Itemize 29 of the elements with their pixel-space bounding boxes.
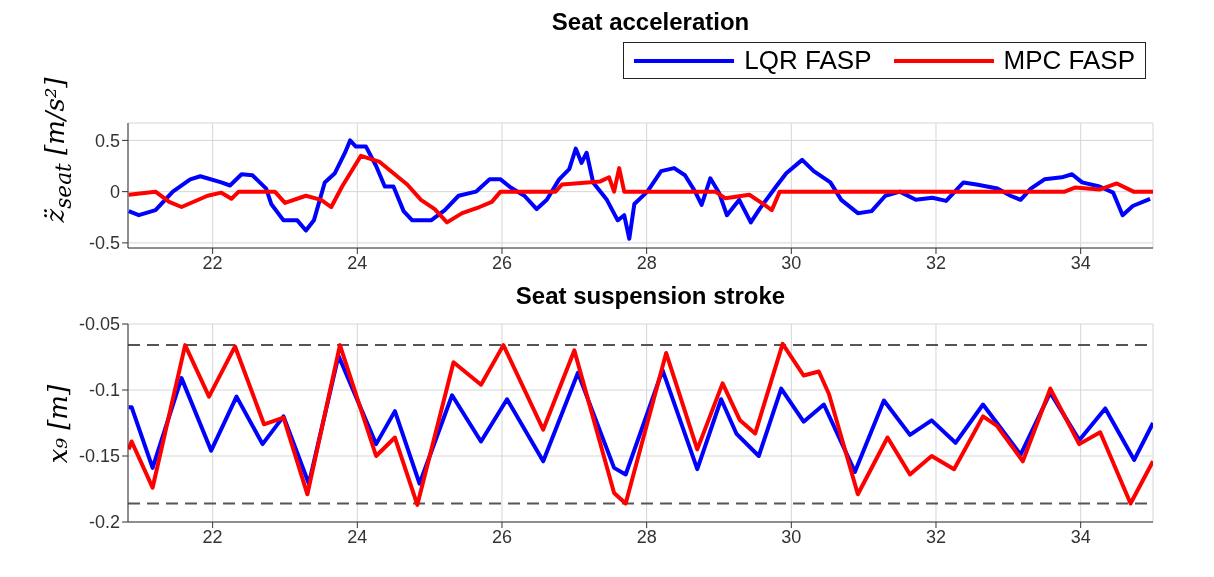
x-tick-label: 30	[781, 252, 802, 273]
x-tick-label: 26	[491, 526, 512, 547]
legend-label: MPC FASP	[1003, 45, 1135, 76]
x-tick-label: 24	[347, 252, 368, 273]
y-tick-label: -0.1	[88, 380, 120, 401]
x-tick-label: 28	[636, 526, 657, 547]
y-tick-label: -0.15	[78, 446, 120, 467]
x-tick-label: 32	[925, 526, 947, 547]
y-tick-label: 0	[109, 182, 120, 203]
line-series	[128, 153, 1153, 225]
x-tick-label: 26	[491, 252, 512, 273]
line-series	[128, 138, 1153, 241]
y-tick-label: -0.5	[88, 233, 120, 254]
x-tick-label: 32	[925, 252, 947, 273]
legend-label: LQR FASP	[744, 45, 872, 76]
line-series	[128, 341, 1153, 507]
y-tick-label: -0.2	[88, 512, 120, 533]
x-tick-label: 22	[202, 252, 223, 273]
x-tick-label: 28	[636, 252, 657, 273]
x-tick-label: 22	[202, 526, 223, 547]
x-tick-label: 34	[1070, 526, 1091, 547]
y-tick-label: 0.5	[94, 130, 120, 151]
x-tick-label: 34	[1070, 252, 1091, 273]
x-tick-label: 24	[347, 526, 368, 547]
y-axis-title: x₉ [m]	[43, 384, 73, 464]
chart-title: Seat suspension stroke	[514, 282, 787, 310]
x-tick-label: 30	[781, 526, 802, 547]
y-tick-label: -0.05	[78, 314, 120, 335]
chart-title: Seat acceleration	[550, 8, 751, 36]
